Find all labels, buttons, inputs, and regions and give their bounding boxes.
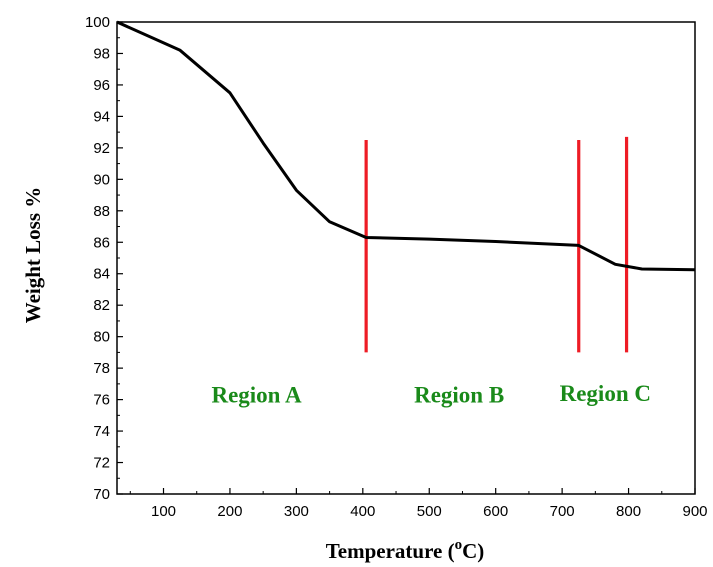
series-line bbox=[116, 20, 696, 272]
x-axis-title-degree: o bbox=[455, 537, 463, 553]
x-axis-title: Temperature (oC) bbox=[326, 537, 485, 563]
x-tick-label: 400 bbox=[350, 503, 375, 520]
x-tick-label: 500 bbox=[417, 503, 442, 520]
x-tick-label: 300 bbox=[284, 503, 309, 520]
y-tick-label: 90 bbox=[93, 171, 110, 188]
x-tick-label: 600 bbox=[483, 503, 508, 520]
x-axis-title-main: Temperature ( bbox=[326, 539, 455, 563]
x-tick-label: 800 bbox=[616, 503, 641, 520]
region-label: Region C bbox=[560, 381, 651, 406]
y-tick-label: 94 bbox=[93, 108, 110, 125]
region-annotations: Region A Region B Region C bbox=[211, 381, 651, 408]
y-tick-label: 72 bbox=[93, 455, 110, 472]
y-tick-label: 78 bbox=[93, 360, 110, 377]
y-tick-label: 100 bbox=[85, 14, 110, 31]
x-tick-label: 700 bbox=[550, 503, 575, 520]
series-group bbox=[116, 20, 696, 272]
region-label: Region A bbox=[211, 383, 301, 408]
y-tick-label: 96 bbox=[93, 77, 110, 94]
y-tick-label: 88 bbox=[93, 203, 110, 220]
plot-border bbox=[116, 21, 696, 495]
y-tick-label: 74 bbox=[93, 423, 110, 440]
x-axis-title-unit: C) bbox=[462, 539, 484, 563]
x-axis: 100 200 300 400 500 600 700 800 900 bbox=[129, 488, 708, 520]
region-label: Region B bbox=[414, 383, 504, 408]
y-axis-title: Weight Loss % bbox=[21, 187, 45, 324]
x-tick-label: 900 bbox=[682, 503, 707, 520]
y-tick-label: 80 bbox=[93, 329, 110, 346]
y-axis: 70 72 74 76 78 80 82 84 86 88 90 92 94 96 98 100 bbox=[85, 14, 123, 503]
y-tick-label: 82 bbox=[93, 297, 110, 314]
y-tick-label: 84 bbox=[93, 266, 110, 283]
x-tick-label: 100 bbox=[151, 503, 176, 520]
x-tick-label: 200 bbox=[217, 503, 242, 520]
y-tick-label: 76 bbox=[93, 392, 110, 409]
y-tick-label: 98 bbox=[93, 45, 110, 62]
y-tick-label: 86 bbox=[93, 234, 110, 251]
region-dividers bbox=[364, 136, 629, 353]
y-tick-label: 70 bbox=[93, 486, 110, 503]
y-tick-label: 92 bbox=[93, 140, 110, 157]
plot-frame bbox=[116, 21, 696, 495]
